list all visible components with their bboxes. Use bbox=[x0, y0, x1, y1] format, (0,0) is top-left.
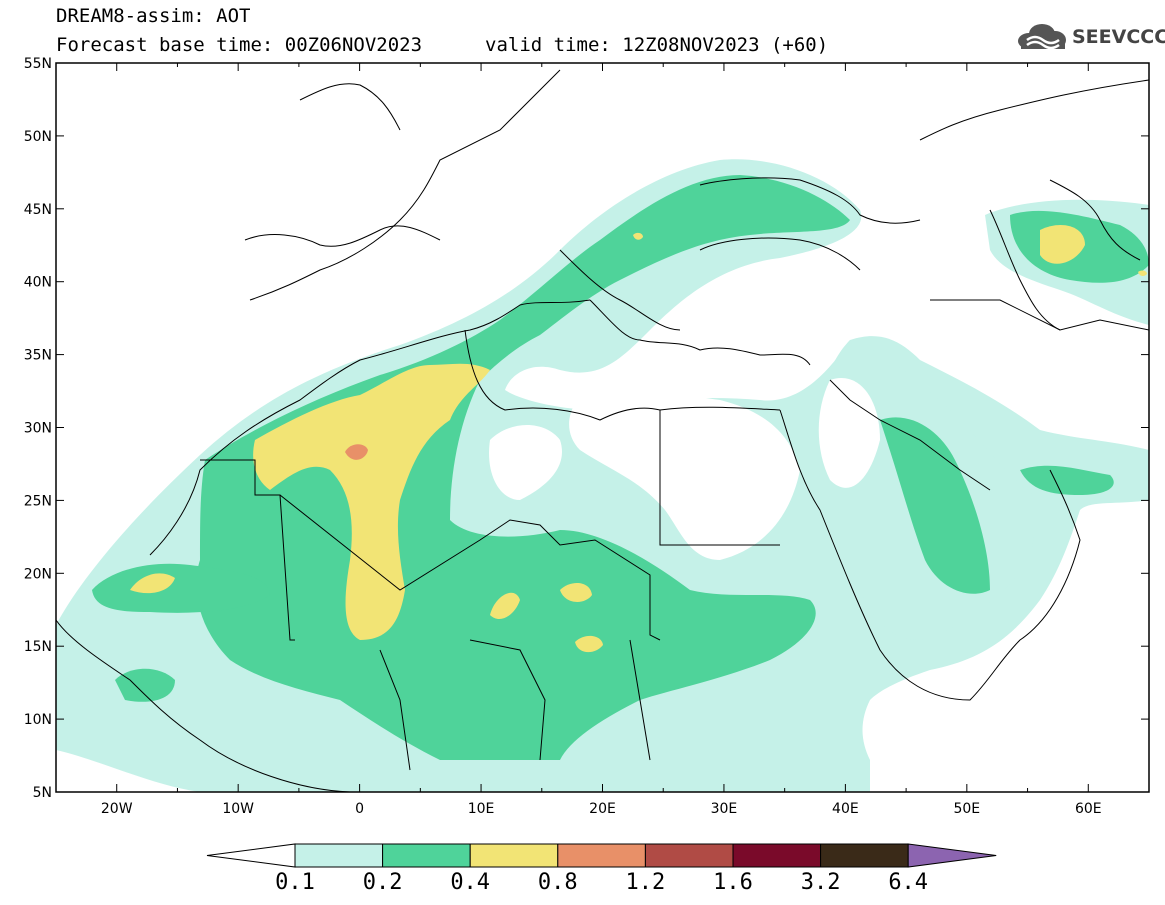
lon-label: 40E bbox=[832, 801, 859, 817]
aot-band-0-4-chad bbox=[490, 592, 520, 620]
lon-label: 30E bbox=[711, 801, 738, 817]
lat-label: 5N bbox=[33, 785, 52, 801]
colorbar-box bbox=[644, 843, 734, 868]
aot-band-0-4-mauritania bbox=[130, 573, 175, 594]
lon-label: 20W bbox=[101, 801, 133, 817]
map-title: DREAM8-assim: AOT bbox=[56, 5, 251, 27]
aot-shading-layer bbox=[56, 159, 1149, 792]
coastlines-borders bbox=[56, 69, 1149, 792]
aot-band-0-8 bbox=[345, 444, 368, 460]
lat-label: 20N bbox=[24, 566, 52, 582]
colorbar-box bbox=[382, 843, 471, 868]
colorbar-label: 3.2 bbox=[801, 870, 841, 895]
colorbar-box bbox=[469, 843, 559, 868]
colorbar-label: 0.2 bbox=[363, 870, 403, 895]
aot-band-0-4-caspian bbox=[1040, 225, 1085, 264]
colorbar-box bbox=[557, 843, 646, 868]
lat-label: 55N bbox=[24, 56, 52, 72]
lon-label: 60E bbox=[1075, 801, 1102, 817]
seevccc-logo: SEEVCCC bbox=[1015, 22, 1165, 52]
lon-label: 0 bbox=[355, 801, 364, 817]
lat-label: 50N bbox=[24, 129, 52, 145]
cloud-icon bbox=[1018, 24, 1066, 50]
aot-band-0-4 bbox=[253, 363, 490, 640]
colorbar-label: 0.4 bbox=[450, 870, 490, 895]
lat-label: 35N bbox=[24, 348, 52, 364]
colorbar-label: 1.2 bbox=[626, 870, 666, 895]
lat-label: 10N bbox=[24, 712, 52, 728]
valid-time: valid time: 12Z08NOV2023 (+60) bbox=[485, 34, 829, 56]
aot-band-0-4-sudan1 bbox=[560, 583, 592, 602]
lon-label: 20E bbox=[589, 801, 616, 817]
colorbar-box bbox=[732, 843, 822, 868]
lat-label: 25N bbox=[24, 493, 52, 509]
lat-label: 40N bbox=[24, 275, 52, 291]
logo-text: SEEVCCC bbox=[1072, 26, 1165, 48]
colorbar: 0.1 0.2 0.4 0.8 1.2 1.6 3.2 6.4 bbox=[206, 843, 997, 895]
aot-band-0-2-arabia bbox=[880, 417, 990, 594]
colorbar-over-arrow bbox=[907, 843, 997, 868]
colorbar-box bbox=[820, 843, 909, 868]
lon-label: 10E bbox=[468, 801, 495, 817]
aot-band-0-2-senegal bbox=[115, 668, 175, 702]
colorbar-label: 0.8 bbox=[538, 870, 578, 895]
aot-band-0-4-sudan2 bbox=[575, 635, 603, 653]
lon-label: 50E bbox=[953, 801, 980, 817]
colorbar-box bbox=[294, 843, 384, 868]
colorbar-label: 6.4 bbox=[888, 870, 928, 895]
colorbar-label: 0.1 bbox=[275, 870, 315, 895]
forecast-base-time: Forecast base time: 00Z06NOV2023 bbox=[56, 34, 423, 56]
lat-label: 15N bbox=[24, 639, 52, 655]
axis-ticks: 55N 50N 45N 40N 35N 30N 25N 20N 15N 10N 5N 20W 10W 0 1… bbox=[24, 56, 1150, 817]
aot-band-0-2-west bbox=[92, 563, 270, 613]
lon-label: 10W bbox=[222, 801, 254, 817]
colorbar-label: 1.6 bbox=[713, 870, 753, 895]
colorbar-under-arrow bbox=[206, 843, 296, 868]
lat-label: 45N bbox=[24, 202, 52, 218]
lat-label: 30N bbox=[24, 421, 52, 437]
aot-band-0-2-gulf bbox=[1020, 465, 1114, 495]
